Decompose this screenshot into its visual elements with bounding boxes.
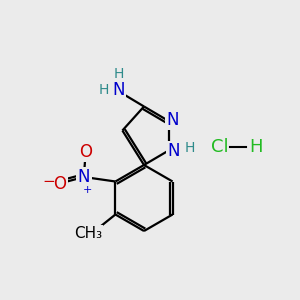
Text: H: H bbox=[98, 83, 109, 97]
Text: O: O bbox=[80, 142, 92, 160]
Text: N: N bbox=[78, 168, 90, 186]
Text: −: − bbox=[42, 174, 55, 189]
Text: N: N bbox=[166, 111, 179, 129]
Text: H: H bbox=[185, 142, 196, 155]
Text: CH₃: CH₃ bbox=[74, 226, 102, 241]
Text: O: O bbox=[53, 175, 66, 193]
Text: +: + bbox=[83, 185, 92, 195]
Text: Cl: Cl bbox=[212, 138, 229, 156]
Text: H: H bbox=[249, 138, 262, 156]
Text: N: N bbox=[112, 81, 125, 99]
Text: N: N bbox=[168, 142, 180, 160]
Text: H: H bbox=[113, 67, 124, 81]
